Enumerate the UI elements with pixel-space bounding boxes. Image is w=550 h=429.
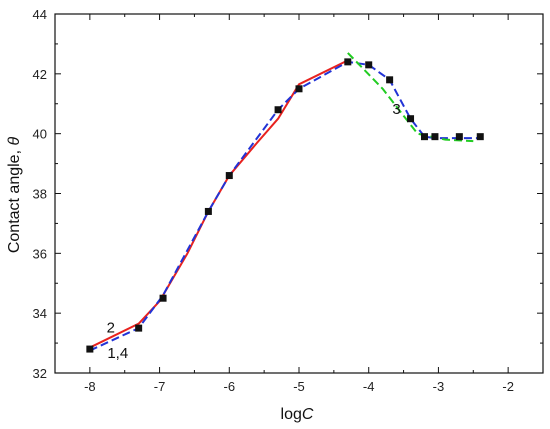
data-point xyxy=(365,61,373,69)
x-tick-label: -3 xyxy=(433,379,445,394)
series-line-3 xyxy=(347,52,474,143)
series-line-1 xyxy=(89,59,349,349)
data-point xyxy=(344,58,352,66)
y-tick-label: 38 xyxy=(33,187,47,202)
x-axis-ticks: -8 -7 -6 -5 -4 -3 -2 xyxy=(54,14,544,394)
curve-label: 3 xyxy=(392,101,400,118)
y-tick-label: 44 xyxy=(33,7,47,22)
curve-label: 2 xyxy=(107,320,115,337)
annotations-layer: 21,43 xyxy=(107,101,401,362)
x-tick-label: -7 xyxy=(154,379,166,394)
data-point xyxy=(431,133,439,141)
x-axis-label: logC xyxy=(281,406,314,423)
y-tick-label: 34 xyxy=(33,306,47,321)
y-axis-label: Contact angle, θ xyxy=(6,137,23,254)
data-point xyxy=(420,133,428,141)
x-tick-label: -8 xyxy=(84,379,96,394)
data-point xyxy=(274,106,282,114)
curve-label: 1,4 xyxy=(107,345,128,362)
x-tick-label: -5 xyxy=(293,379,305,394)
plot-frame xyxy=(54,13,544,374)
plot-area-border xyxy=(54,13,544,374)
data-point xyxy=(386,76,394,84)
y-tick-label: 40 xyxy=(33,127,47,142)
series-layer xyxy=(89,52,481,352)
data-point xyxy=(135,324,143,332)
x-tick-label: -6 xyxy=(224,379,236,394)
x-tick-label: -2 xyxy=(502,379,514,394)
data-point xyxy=(407,115,415,123)
data-point xyxy=(476,133,484,141)
data-point xyxy=(204,207,212,215)
y-tick-label: 42 xyxy=(33,67,47,82)
data-point xyxy=(225,172,233,180)
data-point xyxy=(159,294,167,302)
series-line-2 xyxy=(89,60,481,352)
data-point xyxy=(86,345,94,353)
x-tick-label: -4 xyxy=(363,379,375,394)
y-tick-label: 32 xyxy=(33,366,47,381)
data-point xyxy=(455,133,463,141)
data-point xyxy=(295,85,303,93)
data-points-layer xyxy=(86,58,484,353)
y-tick-label: 36 xyxy=(33,246,47,261)
